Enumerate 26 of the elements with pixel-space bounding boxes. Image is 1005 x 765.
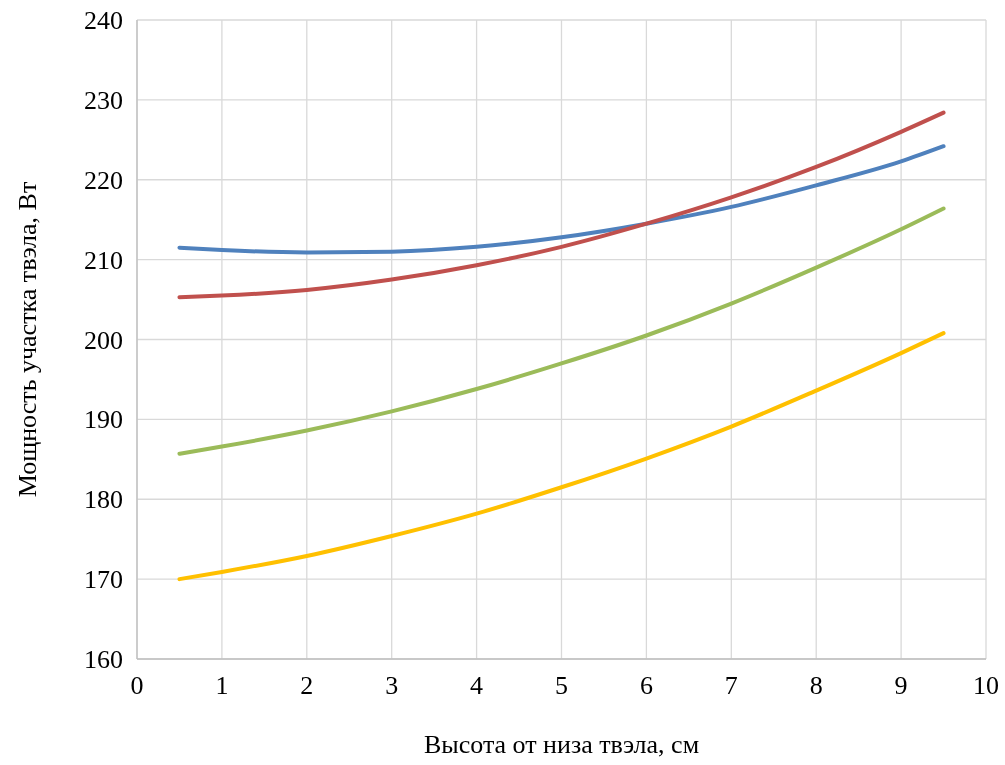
x-tick-label: 4 — [470, 671, 484, 700]
x-tick-label: 7 — [724, 671, 738, 700]
y-tick-label: 190 — [84, 405, 123, 435]
y-tick-label: 180 — [84, 485, 123, 515]
x-tick-label: 1 — [215, 671, 229, 700]
y-tick-label: 220 — [84, 165, 123, 195]
y-tick-label: 240 — [84, 6, 123, 35]
y-tick-label: 170 — [84, 565, 123, 595]
x-axis-title: Высота от низа твэла, см — [423, 730, 700, 759]
x-tick-label: 5 — [555, 671, 568, 700]
line-series — [177, 331, 946, 582]
y-tick-label: 230 — [84, 85, 123, 115]
y-tick-label: 200 — [84, 325, 123, 355]
y-tick-label: 210 — [84, 245, 123, 275]
x-tick-label: 8 — [809, 671, 823, 700]
x-tick-label: 0 — [130, 671, 144, 700]
x-tick-label: 9 — [894, 671, 908, 700]
x-tick-label: 10 — [973, 671, 999, 700]
y-tick-label: 160 — [84, 645, 123, 674]
line-series — [177, 110, 946, 300]
line-series — [177, 206, 946, 456]
x-tick-label: 6 — [639, 671, 653, 700]
line-series — [177, 144, 946, 255]
y-axis-title: Мощность участка твэла, Вт — [13, 181, 42, 498]
x-tick-label: 3 — [385, 671, 399, 700]
x-tick-label: 2 — [300, 671, 314, 700]
